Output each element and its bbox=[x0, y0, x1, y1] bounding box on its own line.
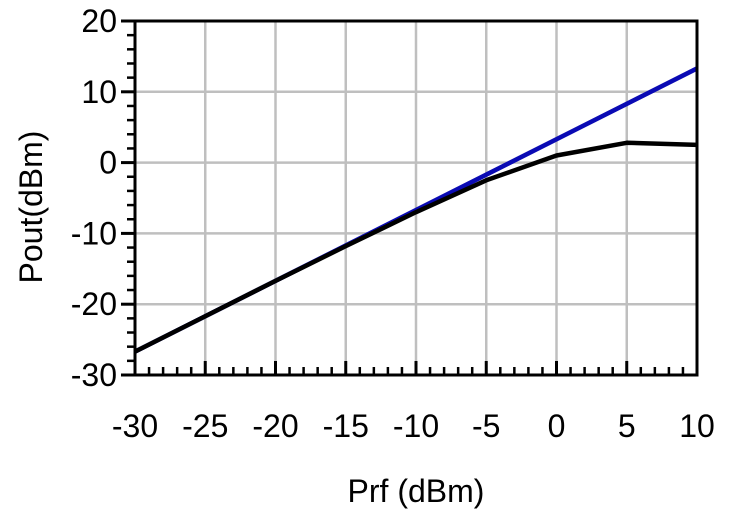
x-tick-label: -25 bbox=[182, 408, 228, 444]
y-tick-label: -20 bbox=[71, 286, 117, 322]
x-tick-label: -5 bbox=[472, 408, 500, 444]
x-tick-label: -30 bbox=[112, 408, 158, 444]
x-tick-label: -10 bbox=[393, 408, 439, 444]
y-tick-label: 10 bbox=[81, 74, 117, 110]
x-axis-title: Prf (dBm) bbox=[348, 473, 485, 509]
y-tick-label: -10 bbox=[71, 215, 117, 251]
x-tick-label: 0 bbox=[548, 408, 566, 444]
y-tick-label: 20 bbox=[81, 3, 117, 39]
y-axis-title: Pout(dBm) bbox=[13, 131, 49, 284]
y-tick-label: 0 bbox=[99, 145, 117, 181]
x-tick-label: -15 bbox=[323, 408, 369, 444]
axes bbox=[121, 21, 697, 375]
x-tick-label: 10 bbox=[679, 408, 715, 444]
x-tick-label: 5 bbox=[618, 408, 636, 444]
y-tick-label: -30 bbox=[71, 357, 117, 393]
x-tick-label: -20 bbox=[252, 408, 298, 444]
grid bbox=[135, 21, 697, 375]
